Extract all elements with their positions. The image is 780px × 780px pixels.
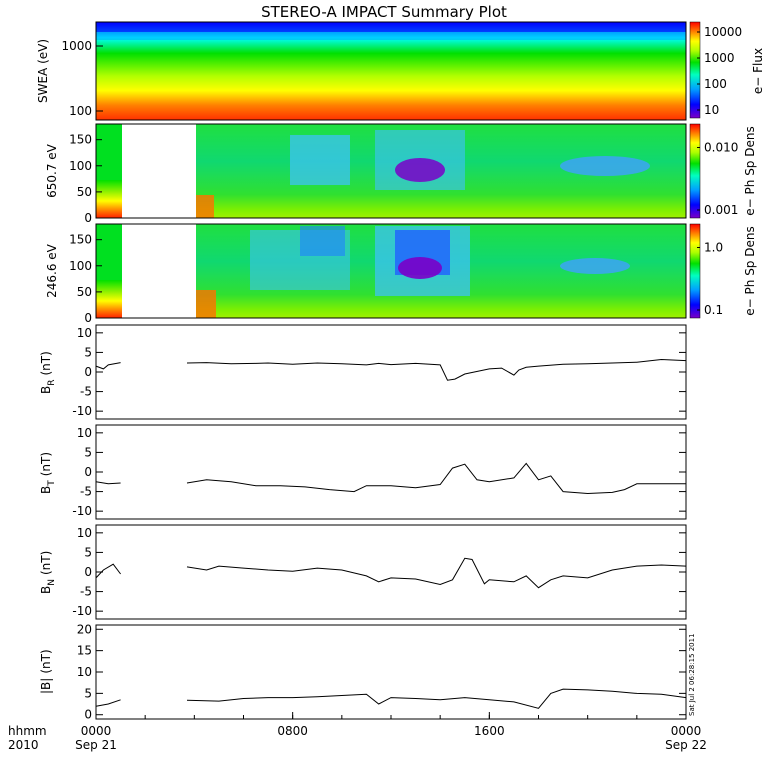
- ylabel-main: B: [39, 386, 53, 394]
- x-date-label: Sep 21: [75, 738, 117, 752]
- ytick-label: 0: [84, 708, 92, 722]
- series-line: [95, 699, 121, 707]
- ytick-label: -10: [72, 404, 92, 418]
- colorbar-0-tick-label: 10: [704, 103, 719, 117]
- ytick-label: 5: [84, 545, 92, 559]
- line-panel-ylabel: BR (nT): [39, 351, 57, 394]
- pitch-246-data-gap: [122, 224, 196, 318]
- swea-ytick-label: 1000: [61, 39, 92, 53]
- ytick-label: 5: [84, 445, 92, 459]
- ytick-label: 10: [77, 426, 92, 440]
- series-line: [186, 557, 687, 589]
- ytick-label: 5: [84, 686, 92, 700]
- colorbars: [689, 21, 701, 319]
- ylabel-sub: N: [47, 579, 57, 586]
- panel-1-ylabel: 650.7 eV: [45, 143, 59, 198]
- ytick-label: 0: [84, 565, 92, 579]
- ytick-label: 15: [77, 644, 92, 658]
- ytick-label: -5: [80, 485, 92, 499]
- timestamp-stamp: Sat Jul 2 06:28:15 2011: [688, 633, 696, 716]
- colorbar-2-tick-label: 1.0: [704, 241, 723, 255]
- line-panel-frame: [95, 624, 687, 720]
- colorbar-0-label: e− Flux: [751, 48, 765, 94]
- ytick-label: 0: [84, 465, 92, 479]
- pitch-ytick-label: 150: [69, 133, 92, 147]
- colorbar-2-tick-label: 0.1: [704, 303, 723, 317]
- colorbar-0-tick-label: 100: [704, 77, 727, 91]
- ylabel-sub: R: [47, 380, 57, 386]
- colorbar-0-tick-label: 1000: [704, 51, 735, 65]
- series-line: [95, 563, 121, 579]
- ytick-label: 20: [77, 622, 92, 636]
- colorbar-0-tick-label: 10000: [704, 25, 742, 39]
- ytick-label: -5: [80, 385, 92, 399]
- ylabel-main: |B|: [39, 678, 53, 694]
- line-panel-ylabel: |B| (nT): [39, 649, 53, 694]
- colorbar-1-tick-label: 0.001: [704, 203, 738, 217]
- pitch-ytick-label: 50: [77, 185, 92, 199]
- swea-panel: [95, 21, 687, 121]
- colorbar-246: [689, 223, 701, 319]
- pitch-ytick-label: 0: [84, 211, 92, 225]
- pitch-246-panel: [95, 223, 687, 319]
- x-tick-label: 0000: [671, 724, 702, 738]
- ytick-label: 10: [77, 526, 92, 540]
- ytick-label: 10: [77, 665, 92, 679]
- line-panel-frame: [95, 524, 687, 620]
- line-panel-5: 10 5 0 -5 -10 BN (nT): [39, 524, 687, 620]
- ytick-label: -10: [72, 504, 92, 518]
- pitch-650-data-gap: [122, 124, 196, 218]
- ylabel-main: B: [39, 586, 53, 594]
- series-line: [186, 358, 687, 381]
- x-tick-label: 0800: [277, 724, 308, 738]
- colorbar-650: [689, 123, 701, 219]
- ytick-label: -10: [72, 604, 92, 618]
- panel-2-ylabel: 246.6 eV: [45, 243, 59, 298]
- ylabel-unit: (nT): [39, 649, 53, 673]
- page-title: STEREO-A IMPACT Summary Plot: [261, 3, 507, 21]
- x-date-label: Sep 22: [665, 738, 707, 752]
- line-panels: 1050-5-10BR(nT)1050-5-10BT(nT)1050-5-10B…: [39, 324, 687, 722]
- ytick-label: 0: [84, 365, 92, 379]
- pitch-ytick-label: 0: [84, 311, 92, 325]
- line-panel-6: 20 15 10 5 0 |B| (nT): [39, 622, 687, 722]
- pitch-ytick-label: 100: [69, 159, 92, 173]
- pitch-ytick-label: 50: [77, 285, 92, 299]
- line-panel-frame: [95, 324, 687, 420]
- panel-0-ylabel: SWEA (eV): [36, 39, 50, 103]
- series-line: [186, 462, 686, 495]
- pitch-ytick-label: 100: [69, 259, 92, 273]
- ytick-label: -5: [80, 585, 92, 599]
- line-panel-ylabel: BT (nT): [39, 452, 57, 494]
- colorbar-flux: [689, 21, 701, 119]
- ylabel-sub: T: [47, 480, 57, 487]
- swea-ytick-label: 100: [69, 104, 92, 118]
- series-line: [95, 481, 121, 485]
- pitch-650-panel: [95, 123, 687, 219]
- hhmm-label: hhmm: [8, 724, 47, 738]
- line-panel-ylabel: BN (nT): [39, 551, 57, 594]
- x-tick-label: 0000: [81, 724, 112, 738]
- ylabel-unit: (nT): [39, 452, 53, 476]
- line-panel-frame: [95, 424, 687, 520]
- ytick-label: 10: [77, 326, 92, 340]
- colorbar-1-tick-label: 0.010: [704, 141, 738, 155]
- year-label: 2010: [8, 738, 39, 752]
- line-panel-3: 10 5 0 -5 -10 BR (nT): [39, 324, 687, 420]
- pitch-ytick-label: 150: [69, 233, 92, 247]
- line-panel-4: 10 5 0 -5 -10 BT (nT): [39, 424, 687, 520]
- ylabel-unit: (nT): [39, 351, 53, 375]
- ylabel-unit: (nT): [39, 551, 53, 575]
- series-line: [186, 688, 687, 709]
- colorbar-1-label: e− Ph Sp Dens: [743, 126, 757, 215]
- ytick-label: 5: [84, 345, 92, 359]
- series-line: [95, 362, 121, 370]
- ylabel-main: B: [39, 486, 53, 494]
- x-tick-label: 1600: [474, 724, 505, 738]
- colorbar-2-label: e− Ph Sp Dens: [743, 226, 757, 315]
